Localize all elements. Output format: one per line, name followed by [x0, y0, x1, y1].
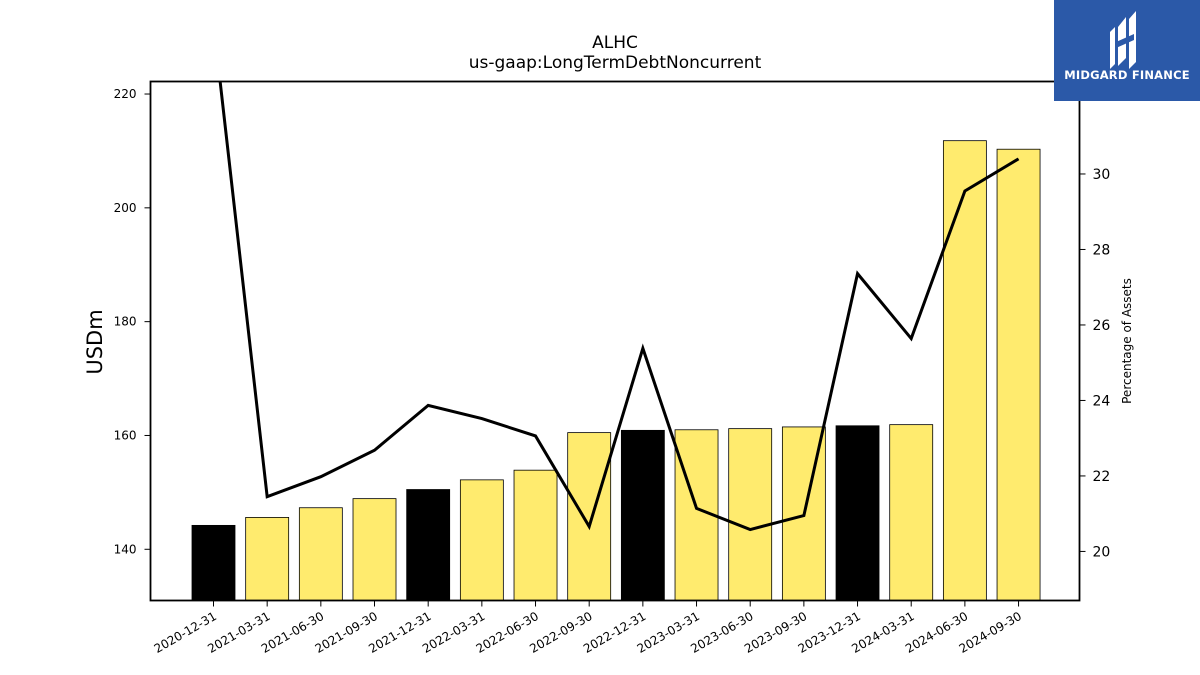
y2-tick-label: 20	[1093, 544, 1111, 560]
bar-2021-09-30	[352, 498, 397, 601]
y-tick-label: 140	[114, 542, 137, 556]
y-axis-label: USDm	[83, 309, 107, 374]
bar-2022-03-31	[459, 479, 504, 601]
y2-axis-label: Percentage of Assets	[1120, 278, 1134, 404]
bar-2021-03-31	[245, 517, 290, 601]
y2-tick-label: 26	[1093, 318, 1111, 334]
bar-2020-12-31	[191, 524, 236, 601]
bar-2024-06-30	[942, 140, 987, 601]
x-axis: 2020-12-312021-03-312021-06-302021-09-30…	[152, 600, 1024, 656]
bar-2022-12-31	[620, 429, 665, 601]
bar-2021-12-31	[406, 489, 451, 601]
chart-title: ALHC	[592, 33, 638, 53]
bar-2024-03-31	[889, 424, 934, 601]
y-tick-label: 180	[114, 315, 137, 329]
y-tick-label: 220	[114, 87, 137, 101]
chart-subtitle: us-gaap:LongTermDebtNoncurrent	[468, 53, 762, 73]
y2-tick-label: 22	[1093, 469, 1111, 485]
bar-2023-12-31	[835, 425, 880, 601]
y-axis-right: 20 22 24 26 28 30	[1079, 167, 1111, 560]
y-tick-label: 200	[114, 201, 137, 215]
midgard-logo-icon	[1054, 0, 1200, 101]
y2-tick-label: 28	[1093, 242, 1111, 258]
bar-2022-09-30	[567, 432, 612, 601]
brand-logo: MIDGARD FINANCE	[1054, 0, 1200, 101]
y-axis-left: 140 160 180 200 220	[114, 87, 151, 556]
y-tick-label: 160	[114, 428, 137, 442]
bar-2023-06-30	[728, 428, 773, 601]
line-series	[218, 81, 1020, 532]
brand-name: MIDGARD FINANCE	[1064, 68, 1190, 82]
bar-2024-09-30	[996, 148, 1041, 601]
percentage-line	[218, 81, 1020, 532]
plot-frame	[149, 80, 1081, 602]
y2-tick-label: 24	[1093, 393, 1111, 409]
bar-2021-06-30	[298, 507, 343, 601]
y2-tick-label: 30	[1093, 167, 1111, 183]
bar-2022-06-30	[513, 469, 558, 601]
bar-series	[191, 140, 1041, 601]
